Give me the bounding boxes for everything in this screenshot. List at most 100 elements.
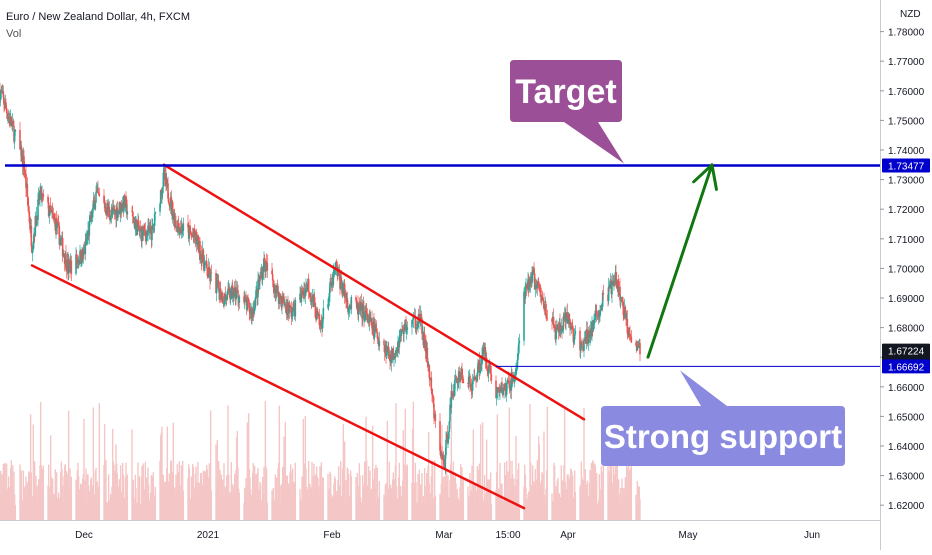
volume-bar — [161, 426, 163, 520]
candle-body — [126, 211, 129, 215]
candle-body — [533, 269, 535, 274]
candle-body — [345, 292, 347, 303]
volume-bar — [264, 400, 267, 520]
candle-body — [167, 198, 170, 204]
candle-body — [289, 304, 291, 306]
candle-body — [552, 316, 555, 325]
candle-body — [117, 210, 119, 218]
candle-body — [461, 375, 464, 380]
candle-body — [248, 302, 251, 312]
candle-body — [70, 260, 73, 274]
candle-body — [210, 272, 213, 274]
candle-body — [53, 215, 55, 219]
volume-bar — [452, 461, 455, 520]
target-callout[interactable] — [510, 60, 624, 164]
candle-body — [306, 284, 309, 291]
candle-body — [346, 297, 349, 307]
candle-body — [105, 207, 107, 213]
time-axis-background — [0, 520, 880, 550]
candle-body — [31, 249, 34, 253]
candle-body — [203, 262, 206, 271]
candle-body — [533, 273, 536, 290]
volume-bar — [3, 462, 6, 520]
volume-bar — [223, 463, 225, 520]
candle-body — [531, 275, 533, 284]
candle-body — [470, 383, 473, 391]
volume-bar — [636, 480, 639, 520]
candle-body — [467, 383, 469, 384]
candle-body — [201, 258, 203, 264]
price-axis-background — [880, 0, 932, 550]
candle-body — [389, 354, 391, 362]
candle-body — [229, 289, 231, 299]
candle-body — [173, 213, 176, 228]
candle-body — [161, 192, 163, 197]
candle-body — [209, 272, 212, 282]
volume-bar — [589, 470, 591, 520]
y-tick-label: 1.66000 — [888, 383, 925, 394]
candle-body — [570, 325, 573, 330]
candle-body — [279, 298, 282, 300]
volume-bar — [265, 469, 268, 520]
candle-body — [47, 196, 49, 203]
y-tick-label: 1.62000 — [888, 501, 925, 512]
candle-body — [542, 299, 545, 301]
candle-body — [525, 285, 528, 288]
candle-body — [145, 231, 148, 241]
candle-body — [401, 329, 404, 331]
candle-body — [279, 293, 281, 299]
volume-bar — [275, 477, 278, 520]
candle-body — [58, 226, 61, 245]
candle-body — [592, 321, 595, 331]
candle-body — [24, 173, 27, 174]
candle-body — [230, 287, 233, 299]
volume-bar — [472, 429, 475, 520]
candle-body — [80, 263, 83, 265]
candle-body — [454, 377, 457, 381]
support-callout-text: Strong support — [604, 418, 842, 455]
volume-bar — [427, 432, 430, 520]
candle-body — [11, 123, 13, 127]
candle-body — [231, 285, 234, 299]
candle-body — [29, 221, 31, 230]
channel-line-2[interactable] — [30, 264, 526, 510]
candle-body — [499, 386, 502, 392]
candle-body — [181, 231, 184, 233]
candle-body — [626, 318, 629, 334]
candle-body — [371, 318, 373, 329]
candle-body — [329, 282, 331, 294]
trend-arrow-head[interactable] — [692, 163, 718, 191]
x-tick-label: 2021 — [197, 530, 220, 541]
candle-body — [588, 330, 591, 338]
candle-body — [227, 288, 229, 292]
candle-body — [562, 316, 565, 331]
candle-body — [95, 192, 97, 203]
volume-bar — [462, 479, 465, 520]
volume-bar — [83, 418, 85, 520]
volume-bar — [208, 463, 211, 520]
candle-body — [289, 305, 292, 308]
volume-bar — [103, 424, 106, 520]
volume-bar — [47, 464, 50, 520]
drawing-layer[interactable]: Target Strong support — [5, 60, 880, 510]
candle-body — [132, 216, 135, 224]
candle-body — [28, 211, 31, 222]
candle-body — [392, 348, 395, 361]
candle-body — [365, 310, 368, 314]
volume-bar — [501, 483, 503, 520]
volume-bar — [227, 474, 230, 520]
volume-label: Vol — [6, 28, 22, 40]
volume-bar — [625, 423, 628, 520]
support-callout[interactable] — [601, 370, 845, 466]
volume-bar — [204, 471, 207, 520]
channel-line-1[interactable] — [162, 163, 586, 421]
volume-bar — [181, 460, 184, 520]
candle-body — [517, 354, 519, 360]
candle-body — [439, 421, 441, 451]
volume-bar — [138, 476, 141, 520]
volume-bar — [538, 444, 541, 520]
trend-arrow-shaft[interactable] — [646, 163, 714, 359]
y-tick-label: 1.64000 — [888, 442, 925, 453]
